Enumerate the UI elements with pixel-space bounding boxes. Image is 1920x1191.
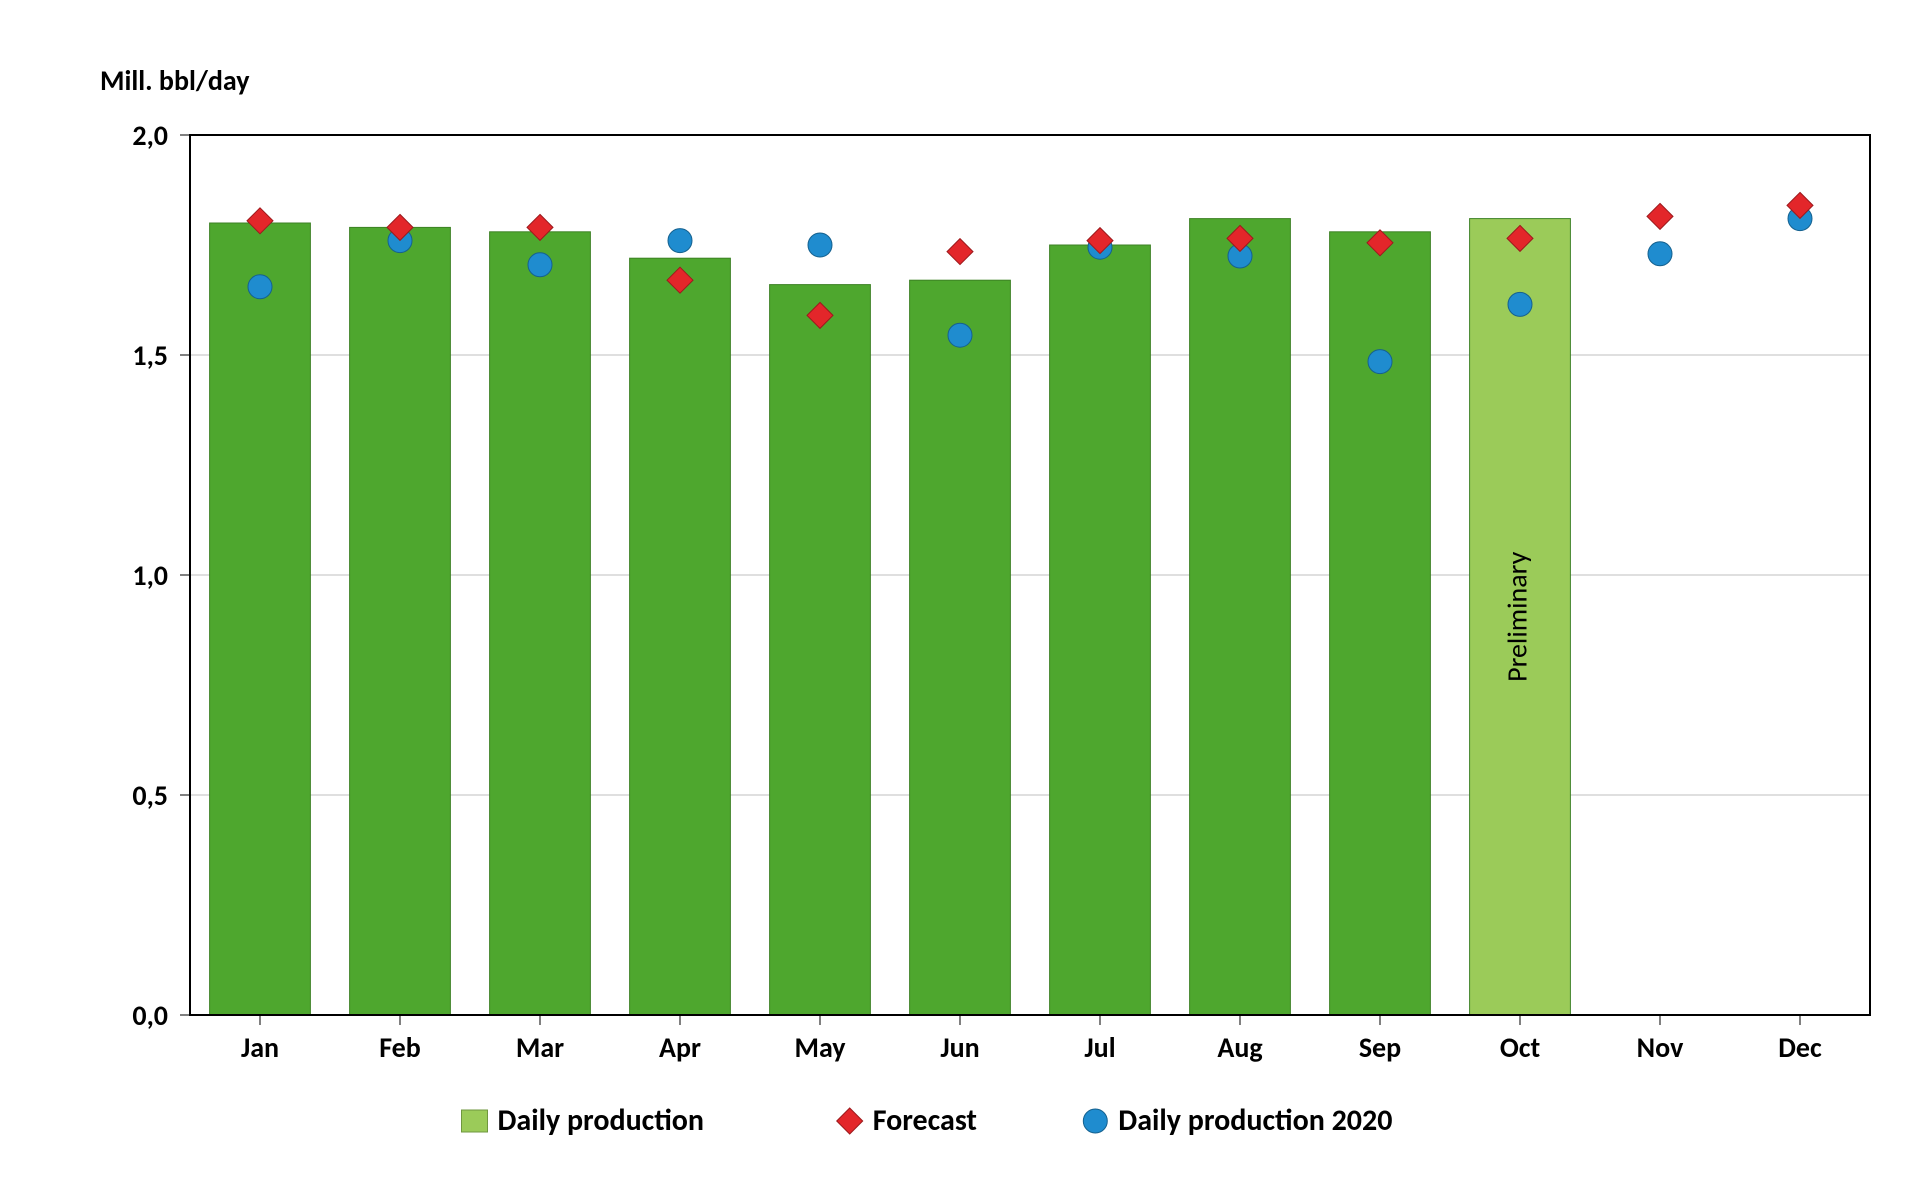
legend-label: Daily production bbox=[498, 1102, 705, 1139]
y-axis-tick-label: 0,0 bbox=[132, 998, 168, 1033]
legend-label: Forecast bbox=[873, 1102, 977, 1139]
x-axis-label: Jun bbox=[940, 1030, 979, 1065]
production-chart: Preliminary Jan Feb Mar Apr May Jun Jul Aug Sep Oc… bbox=[0, 0, 1920, 1191]
x-axis-label: Jul bbox=[1084, 1030, 1115, 1065]
y-axis-tick-label: 1,5 bbox=[132, 338, 168, 373]
bar bbox=[490, 232, 591, 1015]
y-axis-tick-label: 2,0 bbox=[132, 118, 168, 153]
x-axis-label: Oct bbox=[1500, 1030, 1541, 1065]
daily2020-marker bbox=[948, 323, 972, 347]
daily2020-marker bbox=[1648, 242, 1672, 266]
bar bbox=[770, 285, 871, 1015]
legend-label: Daily production 2020 bbox=[1118, 1102, 1392, 1139]
bar bbox=[630, 258, 731, 1015]
x-axis-label: Apr bbox=[659, 1030, 701, 1065]
preliminary-label: Preliminary bbox=[1500, 551, 1535, 681]
x-axis-label: Jan bbox=[241, 1030, 279, 1065]
x-axis-label: Mar bbox=[516, 1030, 564, 1065]
bar bbox=[350, 227, 451, 1015]
x-axis-label: Sep bbox=[1359, 1030, 1401, 1065]
daily2020-marker bbox=[1368, 350, 1392, 374]
x-axis-label: Feb bbox=[379, 1030, 421, 1065]
y-axis-tick-label: 0,5 bbox=[132, 778, 168, 813]
daily2020-marker bbox=[668, 229, 692, 253]
daily2020-marker bbox=[528, 253, 552, 277]
x-axis-label: Aug bbox=[1217, 1030, 1262, 1065]
bar bbox=[1190, 219, 1291, 1015]
x-axis-label: Nov bbox=[1637, 1030, 1684, 1065]
legend-swatch-circle bbox=[1083, 1109, 1107, 1133]
bar bbox=[910, 280, 1011, 1015]
daily2020-marker bbox=[248, 275, 272, 299]
legend-swatch-square bbox=[462, 1110, 488, 1132]
bar bbox=[1050, 245, 1151, 1015]
chart-container: Preliminary Jan Feb Mar Apr May Jun Jul Aug Sep Oc… bbox=[0, 0, 1920, 1191]
y-axis-title: Mill. bbl/day bbox=[100, 63, 250, 98]
bar bbox=[210, 223, 311, 1015]
y-axis-tick-label: 1,0 bbox=[132, 558, 168, 593]
x-axis-label: Dec bbox=[1778, 1030, 1822, 1065]
daily2020-marker bbox=[808, 233, 832, 257]
x-axis-label: May bbox=[794, 1030, 846, 1065]
daily2020-marker bbox=[1508, 292, 1532, 316]
